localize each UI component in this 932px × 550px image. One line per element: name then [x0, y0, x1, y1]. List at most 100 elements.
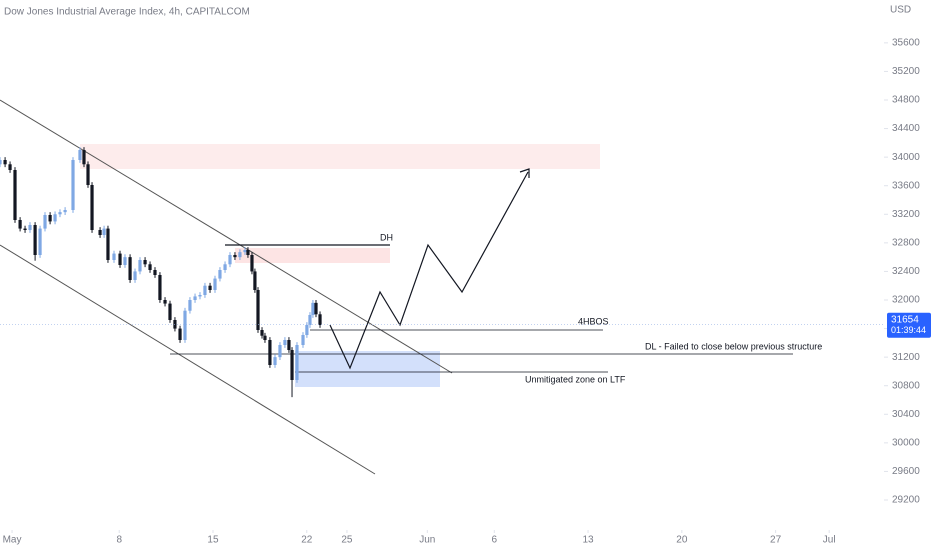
- candle-body: [246, 250, 250, 255]
- candle-body: [238, 252, 242, 258]
- candle-body: [23, 228, 27, 230]
- candle-body: [158, 275, 162, 300]
- candle-body: [38, 228, 42, 255]
- y-tick-label: 30400: [892, 409, 920, 420]
- candle-body: [208, 285, 212, 290]
- candle-body: [63, 210, 67, 213]
- x-tick-label: 20: [676, 535, 688, 546]
- annotation: DL - Failed to close below previous stru…: [645, 341, 822, 351]
- candle-body: [48, 215, 52, 222]
- candle-body: [112, 253, 116, 260]
- annotation: 4HBOS: [578, 316, 609, 326]
- candle-body: [82, 150, 86, 165]
- candle-body: [128, 257, 132, 280]
- candle-body: [28, 225, 32, 230]
- chart-title: Dow Jones Industrial Average Index, 4h, …: [4, 7, 250, 18]
- candle-body: [213, 278, 217, 290]
- y-tick-label: 34000: [892, 152, 920, 163]
- supply-zone: [80, 144, 600, 169]
- candle-body: [198, 295, 202, 297]
- x-tick-label: 15: [207, 535, 219, 546]
- candle-body: [78, 150, 82, 160]
- y-tick-label: 35200: [892, 66, 920, 77]
- candle-body: [33, 225, 37, 255]
- candle-body: [153, 270, 157, 275]
- y-tick-label: 33200: [892, 209, 920, 220]
- candle-body: [3, 160, 7, 165]
- candle-body: [106, 228, 110, 260]
- candle-body: [318, 314, 322, 325]
- candle-body: [263, 335, 267, 340]
- x-tick-label: 6: [492, 535, 498, 546]
- candle-body: [168, 303, 172, 320]
- candle-body: [148, 264, 152, 270]
- candle-body: [0, 160, 2, 165]
- y-tick-label: 29200: [892, 495, 920, 506]
- projection-path: [329, 171, 529, 370]
- candle-body: [102, 228, 106, 235]
- demand-zone: [295, 351, 440, 387]
- x-tick-label: 27: [770, 535, 782, 546]
- y-tick-label: 30000: [892, 437, 920, 448]
- candle-body: [53, 214, 57, 222]
- candle-body: [183, 310, 187, 340]
- currency: USD: [890, 5, 911, 16]
- x-tick-label: Jul: [823, 535, 836, 546]
- candle-body: [268, 340, 272, 365]
- y-tick-label: 35600: [892, 37, 920, 48]
- candle-body: [260, 330, 264, 336]
- candle-body: [98, 230, 102, 235]
- candle-body: [193, 296, 197, 300]
- candle-body: [301, 335, 305, 345]
- candle-body: [90, 185, 94, 230]
- candle-body: [173, 320, 177, 329]
- candle-body: [138, 260, 142, 272]
- channel-upper: [0, 99, 453, 374]
- supply-zone-small: [235, 248, 390, 263]
- candle-body: [71, 160, 75, 210]
- candle-body: [43, 215, 47, 229]
- x-tick-label: 25: [341, 535, 353, 546]
- last-price-tag: [887, 312, 931, 338]
- candle-body: [188, 300, 192, 311]
- x-tick-label: Jun: [419, 535, 435, 546]
- y-tick-label: 30800: [892, 380, 920, 391]
- candle-body: [233, 255, 237, 258]
- candle-body: [163, 300, 167, 304]
- candle-body: [295, 345, 299, 380]
- candle-body: [311, 302, 315, 315]
- candle-body: [228, 255, 232, 265]
- x-tick-label: 22: [301, 535, 313, 546]
- y-tick-label: 29600: [892, 466, 920, 477]
- y-tick-label: 34800: [892, 95, 920, 106]
- candle-body: [243, 250, 247, 253]
- candle-body: [287, 340, 291, 350]
- y-tick-label: 32400: [892, 266, 920, 277]
- y-tick-label: 32000: [892, 295, 920, 306]
- channel-lower: [0, 244, 376, 475]
- candle-body: [250, 255, 254, 272]
- candle-body: [58, 212, 62, 215]
- arrow-head: [519, 168, 530, 178]
- y-tick-label: 32800: [892, 237, 920, 248]
- annotation: Unmitigated zone on LTF: [525, 374, 626, 384]
- candle-body: [290, 350, 294, 380]
- candle-body: [123, 257, 127, 265]
- candle-body: [18, 220, 22, 229]
- y-tick-label: 31200: [892, 352, 920, 363]
- x-tick-label: 8: [116, 535, 122, 546]
- candle-body: [13, 170, 17, 220]
- candle-body: [283, 340, 287, 345]
- candle-body: [218, 270, 222, 279]
- candle-body: [273, 357, 277, 365]
- last-price-label: 31654: [891, 314, 919, 325]
- x-tick-label: May: [3, 535, 22, 546]
- y-tick-label: 33600: [892, 180, 920, 191]
- y-tick-label: 34400: [892, 123, 920, 134]
- candle-body: [8, 164, 12, 170]
- candle-body: [253, 271, 257, 290]
- candle-body: [223, 264, 227, 270]
- candle-body: [118, 253, 122, 265]
- candle-body: [278, 345, 282, 358]
